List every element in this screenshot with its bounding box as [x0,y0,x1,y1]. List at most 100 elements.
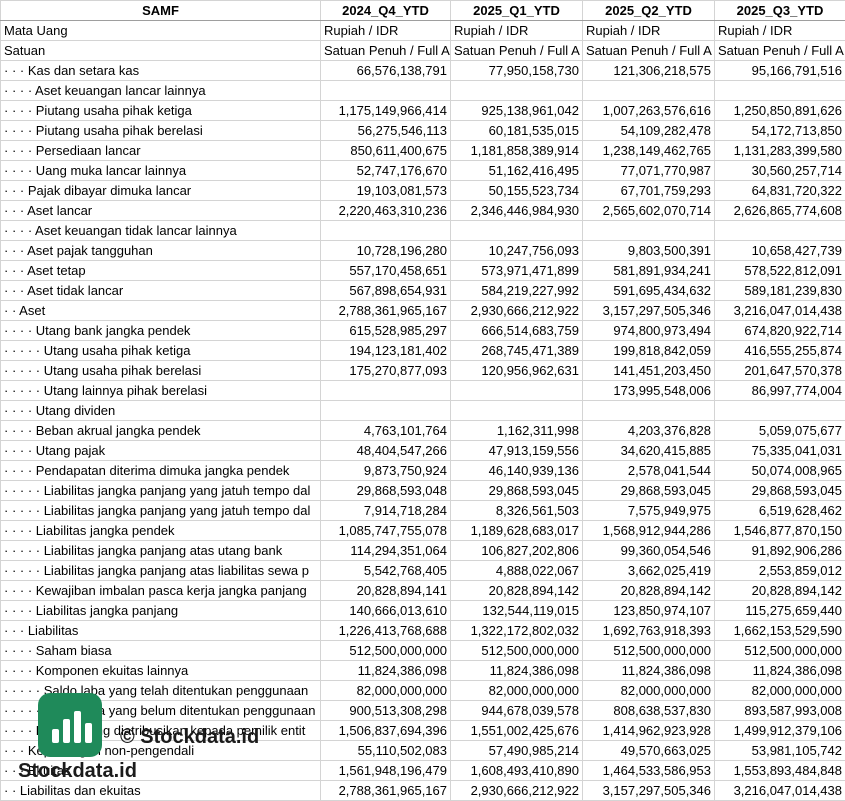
cell-value: 132,544,119,015 [450,600,583,621]
cell-value: 589,181,239,830 [714,280,845,301]
cell-value: 1,131,283,399,580 [714,140,845,161]
empty-cell [450,80,583,101]
data-row: · · · Liabilitas 1,226,413,768,688 1,322,1… [0,620,845,641]
cell-value: Rupiah / IDR [320,20,451,41]
row-label: · · · · · Saldo laba yang belum ditentuk… [0,700,321,721]
row-label: · · · · Persediaan lancar [0,140,321,161]
cell-value: 82,000,000,000 [450,680,583,701]
column-header: 2025_Q2_YTD [582,0,715,21]
cell-value: 5,542,768,405 [320,560,451,581]
cell-value: 56,275,546,113 [320,120,451,141]
data-row: · · · · · Utang lainnya pihak berelasi 17… [0,380,845,401]
row-label: · · · · Piutang usaha pihak ketiga [0,100,321,121]
data-row: · · · · · Saldo laba yang telah ditentuk… [0,680,845,701]
row-label: · · · · Liabilitas jangka pendek [0,520,321,541]
cell-value: 29,868,593,048 [320,480,451,501]
meta-row: Mata Uang Rupiah / IDR Rupiah / IDR Rupiah … [0,20,845,41]
cell-value: 567,898,654,931 [320,280,451,301]
cell-value: 581,891,934,241 [582,260,715,281]
cell-value: 3,216,047,014,438 [714,780,845,801]
cell-value: 512,500,000,000 [582,640,715,661]
cell-value: 66,576,138,791 [320,60,451,81]
cell-value: 29,868,593,045 [450,480,583,501]
cell-value: 808,638,537,830 [582,700,715,721]
cell-value: 666,514,683,759 [450,320,583,341]
cell-value: 1,007,263,576,616 [582,100,715,121]
row-label: · · · Pajak dibayar dimuka lancar [0,180,321,201]
cell-value: 77,950,158,730 [450,60,583,81]
cell-value: 46,140,939,136 [450,460,583,481]
cell-value: 82,000,000,000 [714,680,845,701]
empty-cell [450,380,583,401]
data-row: · · · · Komponen ekuitas lainnya 11,824,3… [0,660,845,681]
empty-cell [320,380,451,401]
cell-value: 1,189,628,683,017 [450,520,583,541]
cell-value: 2,553,859,012 [714,560,845,581]
cell-value: 1,175,149,966,414 [320,100,451,121]
row-label: · · · · Utang dividen [0,400,321,421]
cell-value: 7,914,718,284 [320,500,451,521]
data-row: · · · · Utang bank jangka pendek 615,528,… [0,320,845,341]
data-row: · · · · Beban akrual jangka pendek 4,763,… [0,420,845,441]
row-label: · · · · Ekuitas yang diatribusikan kepad… [0,720,321,741]
data-row: · · · Aset lancar 2,220,463,310,236 2,346,… [0,200,845,221]
cell-value: 9,803,500,391 [582,240,715,261]
cell-value: 54,109,282,478 [582,120,715,141]
cell-value: 10,728,196,280 [320,240,451,261]
cell-value: 57,490,985,214 [450,740,583,761]
empty-cell [582,400,715,421]
row-label: · · · Aset lancar [0,200,321,221]
data-row: · · · Kas dan setara kas 66,576,138,791 77… [0,60,845,81]
cell-value: 1,692,763,918,393 [582,620,715,641]
cell-value: 99,360,054,546 [582,540,715,561]
cell-value: 1,608,493,410,890 [450,760,583,781]
cell-value: 34,620,415,885 [582,440,715,461]
cell-value: 120,956,962,631 [450,360,583,381]
cell-value: 6,519,628,462 [714,500,845,521]
empty-cell [320,80,451,101]
cell-value: 29,868,593,045 [582,480,715,501]
empty-cell [714,400,845,421]
row-label: · · · · · Saldo laba yang telah ditentuk… [0,680,321,701]
cell-value: 173,995,548,006 [582,380,715,401]
column-header: 2024_Q4_YTD [320,0,451,21]
cell-value: 1,181,858,389,914 [450,140,583,161]
cell-value: 974,800,973,494 [582,320,715,341]
data-row: · · · · Piutang usaha pihak ketiga 1,175,… [0,100,845,121]
cell-value: 900,513,308,298 [320,700,451,721]
cell-value: 2,930,666,212,922 [450,780,583,801]
cell-value: 512,500,000,000 [450,640,583,661]
data-row: · · · · Aset keuangan lancar lainnya [0,80,845,101]
cell-value: 114,294,351,064 [320,540,451,561]
empty-cell [714,220,845,241]
cell-value: 20,828,894,142 [714,580,845,601]
data-row: · · Liabilitas dan ekuitas 2,788,361,965,… [0,780,845,801]
cell-value: 893,587,993,008 [714,700,845,721]
cell-value: 2,565,602,070,714 [582,200,715,221]
cell-value: 2,788,361,965,167 [320,780,451,801]
data-row: · · · · Piutang usaha pihak berelasi 56,2… [0,120,845,141]
data-row: · · · · · Utang usaha pihak berelasi 175,… [0,360,845,381]
cell-value: 7,575,949,975 [582,500,715,521]
cell-value: 82,000,000,000 [320,680,451,701]
cell-value: 1,553,893,484,848 [714,760,845,781]
column-header: 2025_Q3_YTD [714,0,845,21]
data-row: · · · · · Liabilitas jangka panjang yang… [0,500,845,521]
cell-value: 4,763,101,764 [320,420,451,441]
row-label: · · Liabilitas dan ekuitas [0,780,321,801]
data-row: · · · Aset tetap 557,170,458,651 573,971,4… [0,260,845,281]
cell-value: 4,888,022,067 [450,560,583,581]
cell-value: 91,892,906,286 [714,540,845,561]
row-label: · · · · · Liabilitas jangka panjang yang… [0,480,321,501]
data-row: · · · Ekuitas 1,561,948,196,479 1,608,493,… [0,760,845,781]
cell-value: 1,250,850,891,626 [714,100,845,121]
cell-value: 50,074,008,965 [714,460,845,481]
cell-value: 1,226,413,768,688 [320,620,451,641]
data-row: · · · · Kewajiban imbalan pasca kerja ja… [0,580,845,601]
row-label: · · · · · Liabilitas jangka panjang atas… [0,560,321,581]
row-label: · · · · Uang muka lancar lainnya [0,160,321,181]
cell-value: 20,828,894,142 [450,580,583,601]
data-row: · · · · · Liabilitas jangka panjang atas… [0,560,845,581]
cell-value: 2,220,463,310,236 [320,200,451,221]
